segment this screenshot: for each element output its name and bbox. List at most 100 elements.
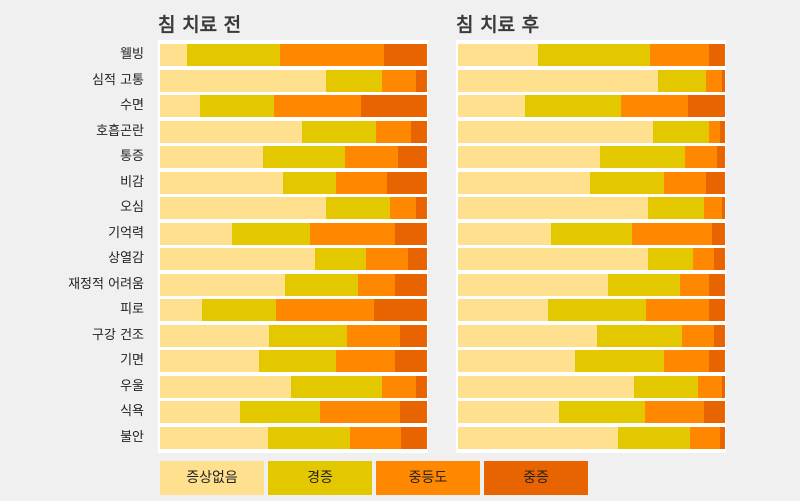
bar-segment — [160, 248, 315, 270]
bar-segment — [408, 248, 427, 270]
bar-segment — [458, 350, 576, 372]
legend-item: 중증 — [484, 461, 588, 495]
bar-segment — [599, 146, 685, 168]
bar-segment — [394, 350, 427, 372]
bar-segment — [706, 171, 725, 194]
bar-segment — [346, 324, 401, 347]
bar-segment — [722, 69, 725, 92]
bar-segment — [607, 273, 680, 296]
bar-segment — [458, 171, 591, 194]
bar-segment — [687, 95, 725, 117]
bar-segment — [400, 426, 427, 449]
bar-segment — [458, 299, 548, 321]
bar-segment — [722, 197, 725, 219]
bar-segment — [160, 171, 283, 194]
bar-segment — [645, 299, 710, 321]
bar-segment — [708, 44, 725, 66]
bar-segment — [652, 120, 709, 143]
bar-segment — [620, 95, 688, 117]
bar-segment — [160, 44, 187, 66]
bar-segment — [703, 197, 723, 219]
bar-segment — [160, 299, 203, 321]
bar-segment — [320, 401, 401, 423]
bar-segment — [160, 375, 291, 398]
panel-after-title: 침 치료 후 — [456, 14, 540, 36]
category-label: 통증 — [120, 149, 144, 164]
bar-segment — [716, 146, 725, 168]
bar-segment — [690, 426, 720, 449]
bar-segment — [365, 248, 409, 270]
bar-segment — [634, 375, 699, 398]
bar-segment — [458, 401, 560, 423]
category-label: 비감 — [120, 174, 144, 190]
bar-segment — [590, 171, 665, 194]
bar-segment — [596, 324, 683, 347]
bar-segment — [386, 171, 427, 194]
bar-segment — [268, 426, 351, 449]
bar-segment — [160, 69, 326, 92]
bar-segment — [325, 197, 390, 219]
bar-segment — [410, 120, 427, 143]
bar-segment — [160, 401, 241, 423]
bar-segment — [664, 171, 707, 194]
bar-segment — [631, 222, 712, 245]
bar-segment — [160, 120, 302, 143]
bar-segment — [394, 222, 427, 245]
category-label: 기억력 — [108, 225, 144, 241]
category-label: 재정적 어려움 — [68, 276, 144, 292]
bar-segment — [394, 273, 427, 296]
bar-segment — [400, 324, 427, 347]
bar-segment — [575, 350, 664, 372]
bar-segment — [458, 324, 597, 347]
bar-segment — [524, 95, 621, 117]
bar-segment — [714, 248, 725, 270]
bar-segment — [360, 95, 427, 117]
bar-segment — [458, 222, 552, 245]
bar-segment — [160, 350, 259, 372]
bar-segment — [160, 146, 264, 168]
bar-segment — [381, 375, 417, 398]
bar-segment — [458, 146, 600, 168]
bar-segment — [357, 273, 395, 296]
category-label: 기면 — [120, 353, 144, 368]
category-label: 호흡곤란 — [96, 123, 144, 139]
category-label: 식욕 — [120, 404, 144, 419]
legend-item: 경증 — [268, 461, 372, 495]
bar-segment — [416, 69, 427, 92]
bar-segment — [708, 273, 725, 296]
category-label: 구강 건조 — [92, 327, 144, 343]
bar-segment — [698, 375, 723, 398]
bar-segment — [551, 222, 632, 245]
bar-segment — [269, 324, 347, 347]
bar-segment — [458, 248, 648, 270]
bar-segment — [381, 69, 417, 92]
bar-segment — [285, 273, 358, 296]
category-label: 불안 — [120, 429, 144, 445]
bar-segment — [711, 222, 725, 245]
bar-segment — [538, 44, 651, 66]
bar-segment — [160, 197, 326, 219]
bar-segment — [350, 426, 401, 449]
bar-segment — [376, 120, 411, 143]
bar-segment — [397, 146, 427, 168]
bar-segment — [708, 350, 725, 372]
bar-segment — [186, 44, 281, 66]
bar-segment — [458, 197, 648, 219]
bar-segment — [650, 44, 709, 66]
bar-segment — [647, 197, 704, 219]
bar-segment — [559, 401, 645, 423]
bar-segment — [416, 375, 427, 398]
bar-segment — [684, 146, 717, 168]
bar-segment — [663, 350, 709, 372]
category-label: 상열감 — [108, 251, 144, 266]
bar-segment — [160, 222, 233, 245]
bar-segment — [314, 248, 366, 270]
bar-segment — [384, 44, 427, 66]
bar-segment — [458, 95, 525, 117]
bar-segment — [679, 273, 709, 296]
bar-segment — [703, 401, 725, 423]
bar-segment — [658, 69, 707, 92]
bar-segment — [719, 120, 725, 143]
bar-segment — [374, 299, 427, 321]
